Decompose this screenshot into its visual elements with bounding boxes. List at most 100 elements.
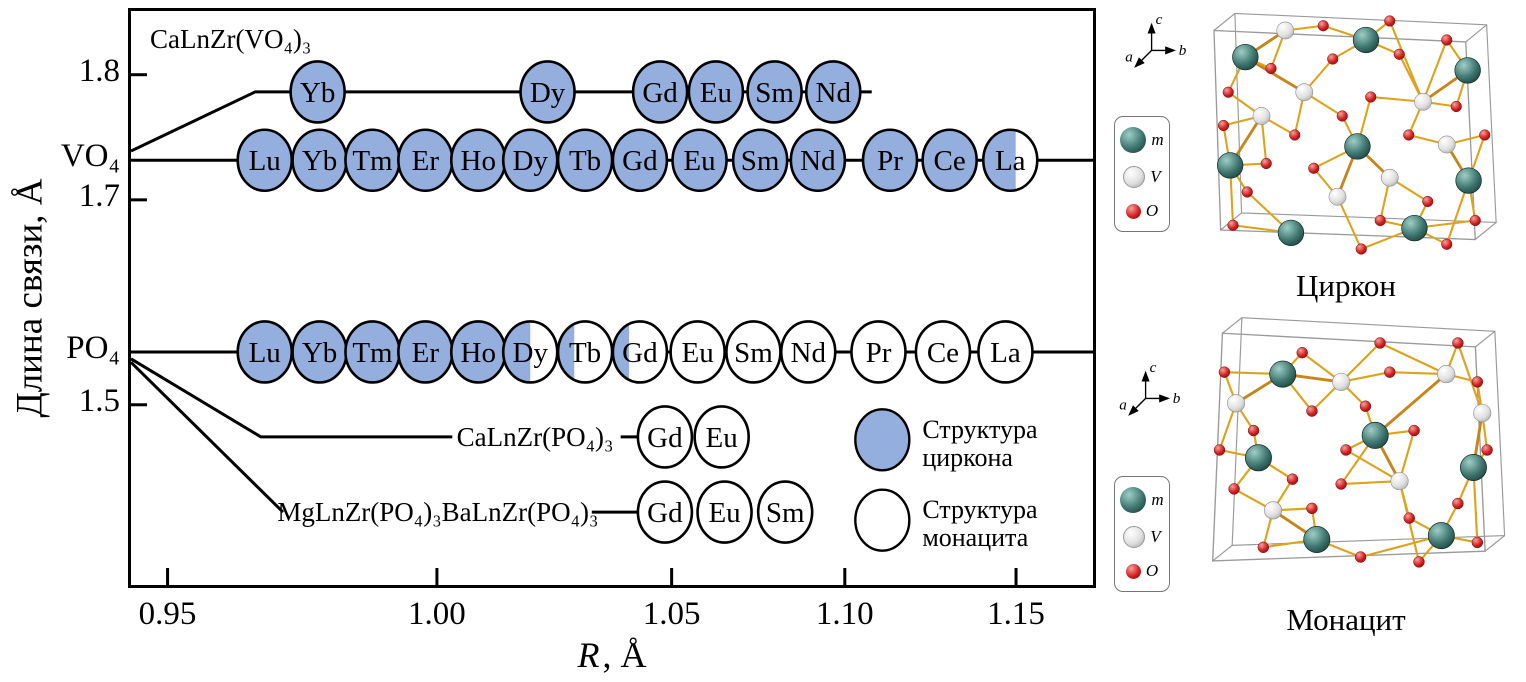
element-label: Gd xyxy=(622,337,658,369)
data-point-Yb: Yb xyxy=(291,320,348,384)
data-point-Dy: Dy xyxy=(501,320,559,384)
x-axis-label: 1.00 xyxy=(408,596,466,632)
legend-row-v: V xyxy=(1115,166,1169,188)
data-point-Eu: Eu xyxy=(693,405,750,469)
oxygen-sphere-icon xyxy=(1125,203,1141,219)
zircon-structure-image xyxy=(1213,12,1497,255)
element-label: Nd xyxy=(791,337,827,369)
oxygen-sphere-icon xyxy=(1125,563,1141,579)
element-label: Pr xyxy=(877,145,903,177)
data-point-Sm: Sm xyxy=(731,128,789,193)
zircon-atom-legend: m V O xyxy=(1114,116,1170,232)
x-axis-label: 0.95 xyxy=(138,596,197,632)
element-label: Eu xyxy=(682,337,714,369)
data-point-Eu: Eu xyxy=(671,128,728,193)
data-point-Eu: Eu xyxy=(687,60,745,124)
x-axis-label: 1.15 xyxy=(987,596,1045,632)
element-label: Er xyxy=(412,337,440,369)
data-point-Gd: Gd xyxy=(636,405,694,469)
element-label: Sm xyxy=(734,337,773,369)
element-label: Sm xyxy=(766,497,805,529)
zircon-caption: Циркон xyxy=(1295,268,1397,303)
axis-c-label: c xyxy=(1156,12,1163,28)
data-point-Eu: Eu xyxy=(696,480,753,544)
element-label: Nd xyxy=(816,77,852,109)
oxygen-label: O xyxy=(1145,201,1159,220)
vanadium-label: V xyxy=(1150,527,1161,546)
element-label: Pr xyxy=(866,337,892,369)
axis-a-label: a xyxy=(1119,397,1127,414)
metal-sphere-icon xyxy=(1120,487,1147,513)
data-point-Ho: Ho xyxy=(449,320,507,384)
legend-text: Структура xyxy=(922,495,1038,524)
element-label: Dy xyxy=(530,77,566,109)
metal-sphere-icon xyxy=(1120,127,1147,153)
data-point-Er: Er xyxy=(397,128,454,193)
element-label: Sm xyxy=(755,77,794,109)
data-point-Sm: Sm xyxy=(746,60,803,124)
crystal-structures-panel: c b a m V O Циркон c b xyxy=(1108,0,1526,682)
element-label: La xyxy=(995,145,1026,177)
legend-row-o: O xyxy=(1115,561,1169,581)
data-point-Dy: Dy xyxy=(501,128,559,193)
data-point-Tb: Tb xyxy=(556,128,614,193)
data-point-Nd: Nd xyxy=(804,60,862,124)
data-point-Lu: Lu xyxy=(236,320,294,384)
element-label: Ho xyxy=(461,145,496,177)
element-label: Ce xyxy=(927,337,959,369)
monazite-caption: Монацит xyxy=(1286,602,1406,637)
data-point-Nd: Nd xyxy=(789,128,847,193)
element-label: Yb xyxy=(300,77,335,109)
element-label: Lu xyxy=(249,145,281,177)
legend-row-v: V xyxy=(1115,526,1169,548)
data-point-Pr: Pr xyxy=(850,320,907,384)
element-label: Gd xyxy=(647,497,683,529)
data-point-Pr: Pr xyxy=(861,128,919,193)
element-label: Ce xyxy=(934,145,966,177)
element-label: Nd xyxy=(800,145,836,177)
data-point-Dy: Dy xyxy=(519,60,576,124)
element-label: Er xyxy=(412,145,440,177)
legend-row-o: O xyxy=(1115,201,1169,221)
data-point-La: La xyxy=(977,320,1034,384)
element-label: Yb xyxy=(302,337,337,369)
series-line xyxy=(131,361,285,514)
legend-row-m: m xyxy=(1115,487,1169,513)
data-point-Gd: Gd xyxy=(631,60,689,124)
vanadium-label: V xyxy=(1150,167,1161,186)
element-label: Dy xyxy=(513,145,549,177)
data-point-Ce: Ce xyxy=(921,128,978,193)
monazite-axes-indicator: c b a xyxy=(1119,360,1181,416)
data-point-Tb: Tb xyxy=(556,320,614,384)
monazite-atom-legend: m V O xyxy=(1114,476,1170,592)
plot-canvas: Yb Dy Gd Eu Sm Nd Lu Yb Tm Er Ho Dy Tb Gd Eu Sm Nd Pr Ce La… xyxy=(131,60,1093,585)
legend-text: монацита xyxy=(922,523,1028,552)
y-axis-label: 1.8 xyxy=(78,52,120,89)
axis-b-label: b xyxy=(1179,42,1187,59)
data-point-Yb: Yb xyxy=(289,60,346,124)
element-label: Gd xyxy=(647,422,683,454)
metal-label: m xyxy=(1151,490,1164,509)
axis-c-label: c xyxy=(1150,360,1157,376)
element-label: Eu xyxy=(683,145,715,177)
data-point-Eu: Eu xyxy=(669,320,726,384)
element-label: Tm xyxy=(352,145,393,177)
x-axis-title: R, Å xyxy=(128,634,1096,676)
element-label: Tb xyxy=(569,145,601,177)
data-point-Ho: Ho xyxy=(449,128,507,193)
legend-text: Структура xyxy=(922,415,1038,444)
bond-length-vs-radius-chart: Длина связи, Å Yb Dy Gd Eu Sm Nd Lu Yb Tm Er Ho Dy T… xyxy=(10,8,1096,676)
data-point-Sm: Sm xyxy=(725,320,782,384)
element-label: Yb xyxy=(302,145,337,177)
element-label: Tb xyxy=(569,337,601,369)
monazite-structure-image xyxy=(1211,317,1506,568)
x-axis-label: 1.10 xyxy=(815,596,874,632)
y-axis-label: 1.5 xyxy=(78,382,120,419)
x-axis-title-unit: , Å xyxy=(602,635,647,675)
y-axis-label: VO₄ xyxy=(60,138,120,175)
element-label: Eu xyxy=(708,497,740,529)
element-label: Dy xyxy=(513,337,549,369)
